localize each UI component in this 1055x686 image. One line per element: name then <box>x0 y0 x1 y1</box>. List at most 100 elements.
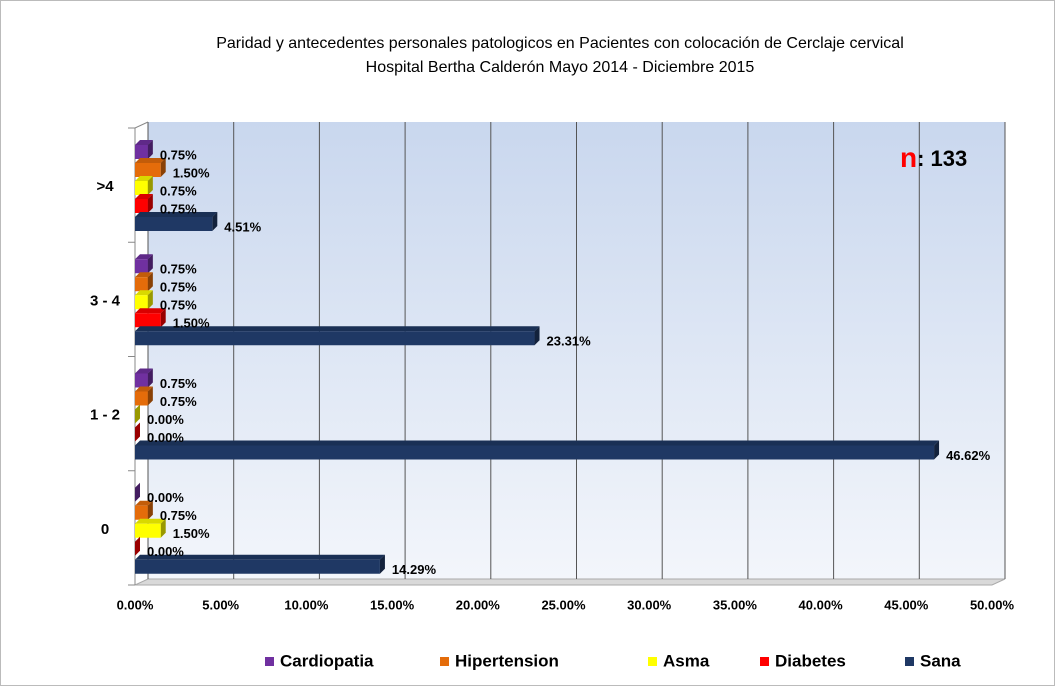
value-label: 0.75% <box>160 508 197 523</box>
value-label: 14.29% <box>392 562 437 577</box>
legend-label: Hipertension <box>455 651 559 670</box>
x-tick-label: 35.00% <box>713 597 758 612</box>
value-label: 0.75% <box>160 394 197 409</box>
bar-side <box>135 536 140 556</box>
value-label: 46.62% <box>946 448 991 463</box>
bar-side <box>147 194 153 213</box>
bar-top <box>135 140 153 145</box>
bar-top <box>135 212 218 217</box>
bar <box>135 259 148 274</box>
value-label: 1.50% <box>173 316 210 331</box>
bar-side <box>147 290 153 310</box>
bar-side <box>135 482 140 502</box>
value-label: 0.75% <box>160 262 197 277</box>
bar-side <box>147 500 153 520</box>
y-axis-depth <box>134 121 149 129</box>
chart-title: Paridad y antecedentes personales patolo… <box>216 35 904 52</box>
bar <box>135 505 148 520</box>
bar-side <box>147 254 153 274</box>
legend-swatch <box>265 657 274 666</box>
annotation-text: : 133 <box>917 146 967 171</box>
bar-side <box>135 422 140 442</box>
legend-label: Sana <box>920 651 961 670</box>
bar-top <box>135 368 153 374</box>
bar-top <box>135 308 166 314</box>
bar <box>135 295 148 310</box>
bar-top <box>135 326 540 332</box>
bar-side <box>160 158 166 177</box>
bar-side <box>147 272 153 292</box>
bar-top <box>135 386 153 392</box>
bar-top <box>135 518 166 524</box>
bar-side <box>934 440 940 460</box>
bar <box>135 391 148 406</box>
bar-side <box>147 176 153 195</box>
bar <box>135 331 535 346</box>
bar-side <box>160 518 166 538</box>
y-tick-label: 0 <box>101 521 109 538</box>
x-tick-label: 15.00% <box>370 597 415 612</box>
value-label: 0.00% <box>147 490 184 505</box>
bar-top <box>135 554 385 560</box>
bar-top <box>135 500 153 506</box>
value-label: 23.31% <box>547 334 592 349</box>
x-tick-label: 25.00% <box>541 597 586 612</box>
x-tick-label: 0.00% <box>117 597 154 612</box>
bar <box>135 559 380 574</box>
legend-swatch <box>760 657 769 666</box>
legend-swatch <box>440 657 449 666</box>
bar <box>135 523 161 538</box>
bar <box>135 373 148 388</box>
y-tick-label: 1 - 2 <box>90 407 120 424</box>
bar <box>135 181 148 195</box>
value-label: 0.00% <box>147 430 184 445</box>
legend-label: Asma <box>663 651 710 670</box>
bar <box>135 145 148 159</box>
bar <box>135 445 935 460</box>
bar-side <box>147 386 153 406</box>
bar-top <box>135 290 153 296</box>
legend-swatch <box>648 657 657 666</box>
bar-side <box>212 212 218 231</box>
value-label: 0.75% <box>160 201 197 216</box>
x-tick-label: 30.00% <box>627 597 672 612</box>
bar <box>135 313 161 328</box>
legend-label: Diabetes <box>775 651 846 670</box>
bar-top <box>135 272 153 278</box>
bar <box>135 277 148 292</box>
value-label: 0.75% <box>160 183 197 198</box>
value-label: 0.75% <box>160 147 197 162</box>
y-tick-label: >4 <box>96 178 114 195</box>
value-label: 0.75% <box>160 280 197 295</box>
bar-top <box>135 194 153 199</box>
floor <box>134 578 1006 586</box>
value-label: 0.00% <box>147 544 184 559</box>
value-label: 0.00% <box>147 412 184 427</box>
x-tick-label: 45.00% <box>884 597 929 612</box>
x-tick-label: 10.00% <box>284 597 329 612</box>
annotation-symbol: n <box>900 142 917 173</box>
bar-top <box>135 254 153 260</box>
bar-side <box>147 140 153 159</box>
x-tick-label: 5.00% <box>202 597 239 612</box>
value-label: 0.75% <box>160 298 197 313</box>
y-tick-label: 3 - 4 <box>90 292 121 309</box>
chart-subtitle: Hospital Bertha Calderón Mayo 2014 - Dic… <box>366 59 755 76</box>
legend-label: Cardiopatia <box>280 651 374 670</box>
value-label: 1.50% <box>173 526 210 541</box>
bar-side <box>379 554 385 574</box>
bar-side <box>135 404 140 424</box>
legend-swatch <box>905 657 914 666</box>
bar-side <box>147 368 153 388</box>
x-tick-label: 20.00% <box>456 597 501 612</box>
bar-top <box>135 440 940 446</box>
bar <box>135 199 148 213</box>
bar-side <box>160 308 166 328</box>
annotation: n: 133 <box>900 142 967 173</box>
bar-side <box>534 326 540 346</box>
bar-top <box>135 158 166 163</box>
bar-top <box>135 176 153 181</box>
value-label: 1.50% <box>173 165 210 180</box>
x-tick-label: 50.00% <box>970 597 1015 612</box>
